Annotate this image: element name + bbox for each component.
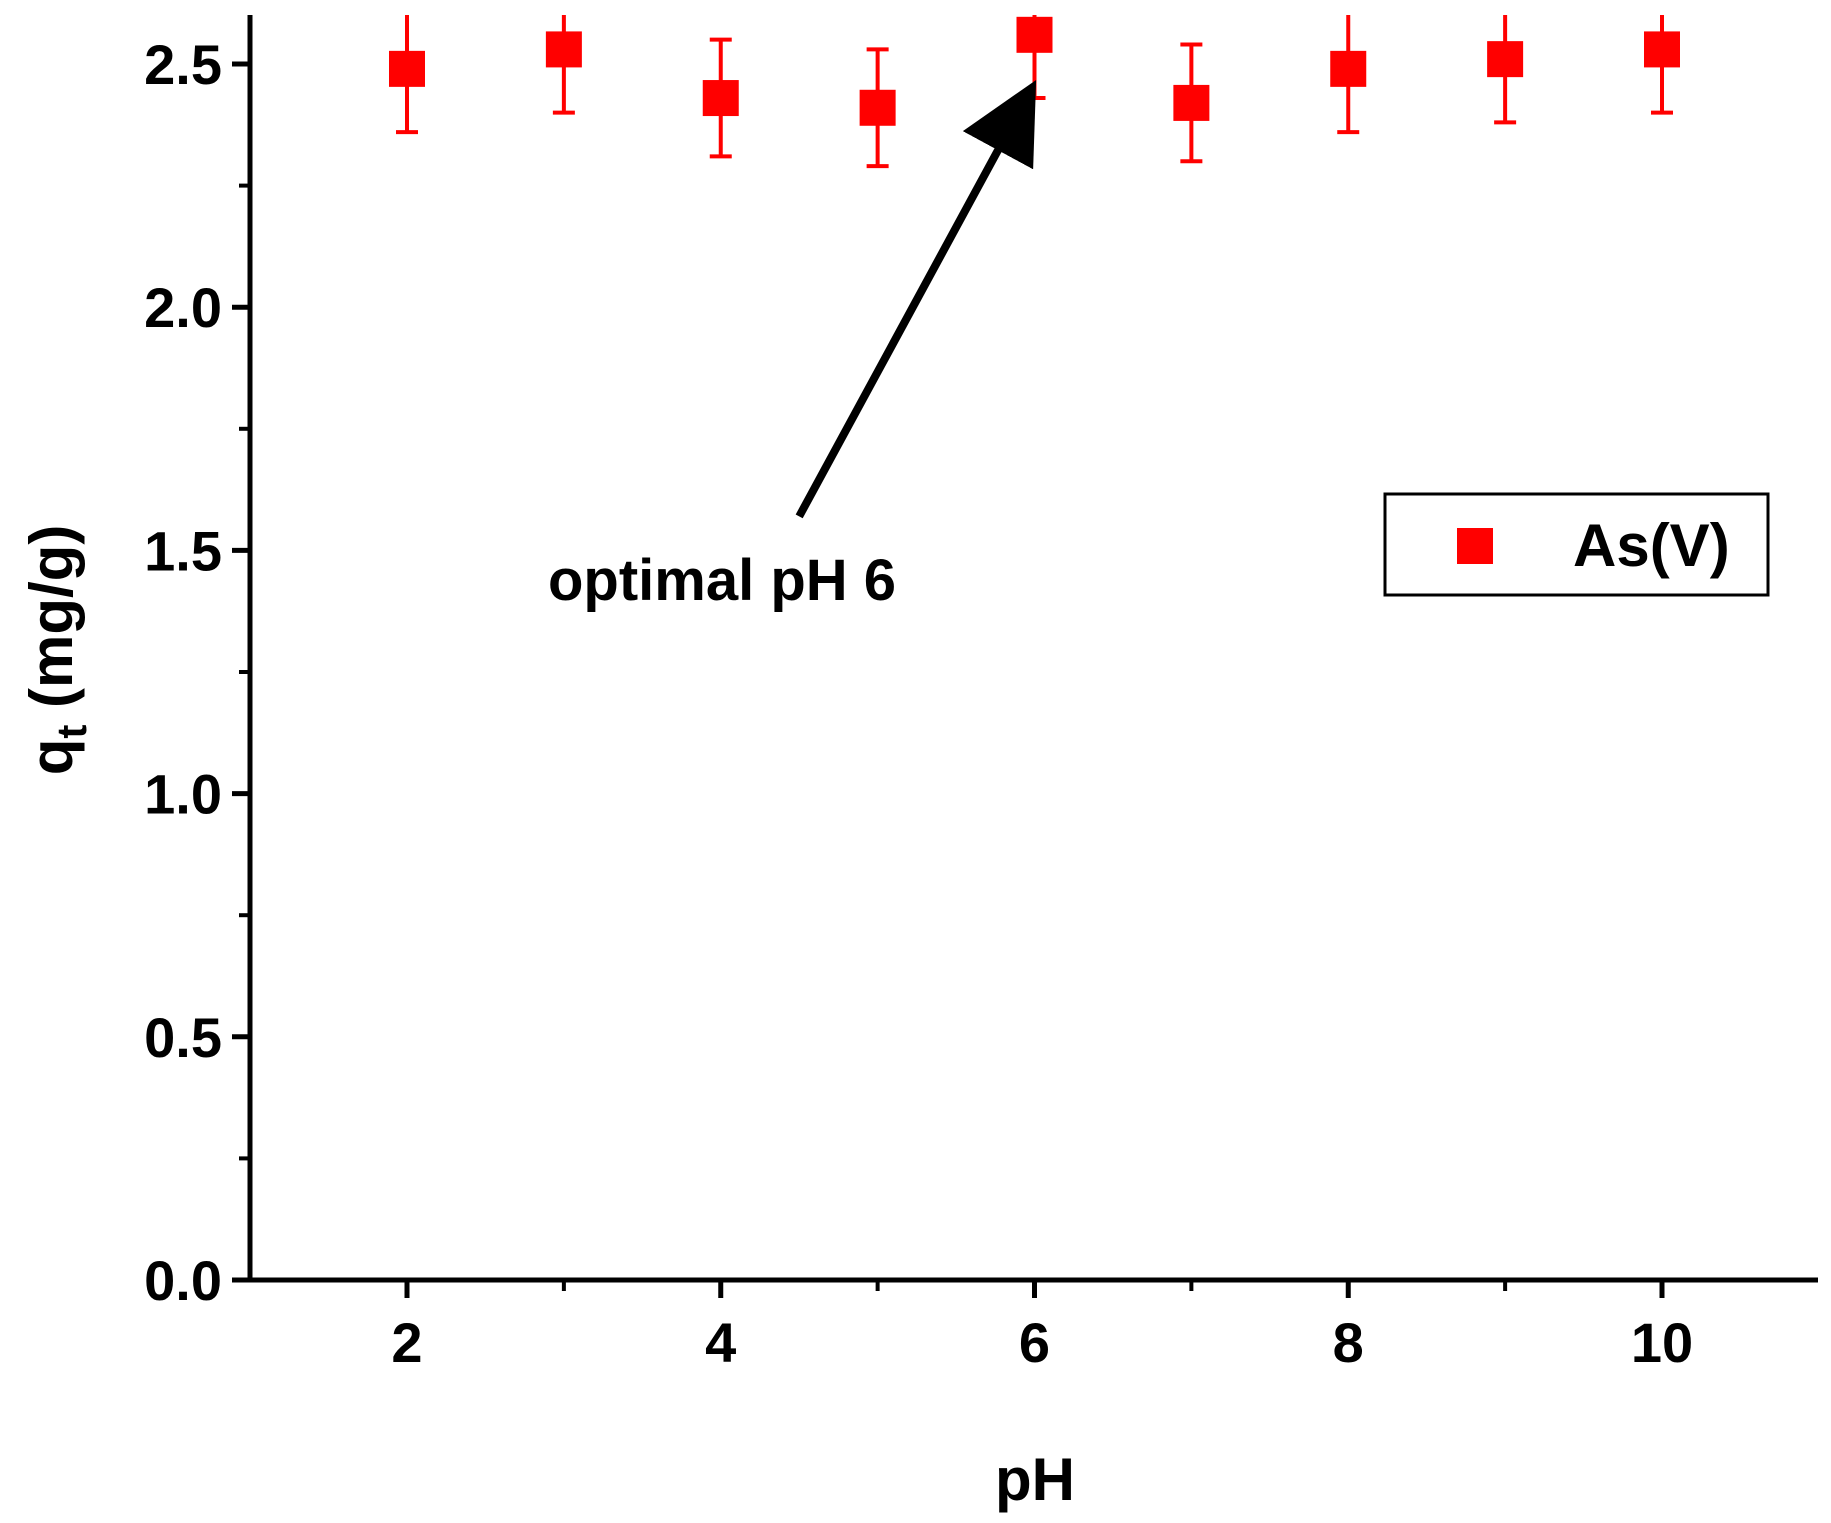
data-point [702, 80, 739, 117]
data-point [1330, 50, 1367, 87]
data-point [1644, 31, 1680, 68]
x-tick-label: 8 [1333, 1311, 1364, 1374]
data-point [389, 50, 425, 87]
legend-marker [1457, 528, 1493, 564]
y-tick-label: 2.5 [144, 33, 222, 96]
axes [247, 15, 1818, 1283]
legend-label: As(V) [1573, 512, 1730, 579]
data-point [859, 89, 896, 126]
y-tick-label: 0.0 [144, 1249, 222, 1312]
y-tick-label: 1.5 [144, 519, 222, 582]
annotation-text: optimal pH 6 [548, 548, 896, 613]
data-point [1016, 16, 1053, 53]
legend-box [1383, 492, 1770, 597]
x-tick-label: 4 [705, 1311, 736, 1374]
legend: As(V) [1383, 492, 1770, 597]
y-tick-label: 0.5 [144, 1006, 222, 1069]
series-as-v [389, 15, 1680, 169]
annotation-arrow [795, 79, 1037, 519]
x-tick-label: 6 [1019, 1311, 1050, 1374]
y-axis-title-units: (mg/g) [18, 525, 85, 725]
y-tick-label: 2.0 [144, 276, 222, 339]
y-axis-title-subscript: t [48, 725, 95, 739]
data-point [1487, 41, 1524, 78]
x-tick-label: 2 [391, 1311, 422, 1374]
y-tick-label: 1.0 [144, 763, 222, 826]
x-tick-label: 10 [1631, 1311, 1693, 1374]
x-ticks: 2 4 6 8 10 [391, 1280, 1693, 1374]
data-point [1173, 84, 1210, 121]
annotation: optimal pH 6 [548, 79, 1037, 613]
y-ticks: 0.0 0.5 1.0 1.5 2.0 2.5 [144, 33, 250, 1312]
y-axis-title: qt (mg/g) [18, 525, 95, 776]
data-point [545, 31, 582, 68]
x-axis-title: pH [995, 1446, 1075, 1513]
y-axis-title-main: q [18, 739, 85, 776]
